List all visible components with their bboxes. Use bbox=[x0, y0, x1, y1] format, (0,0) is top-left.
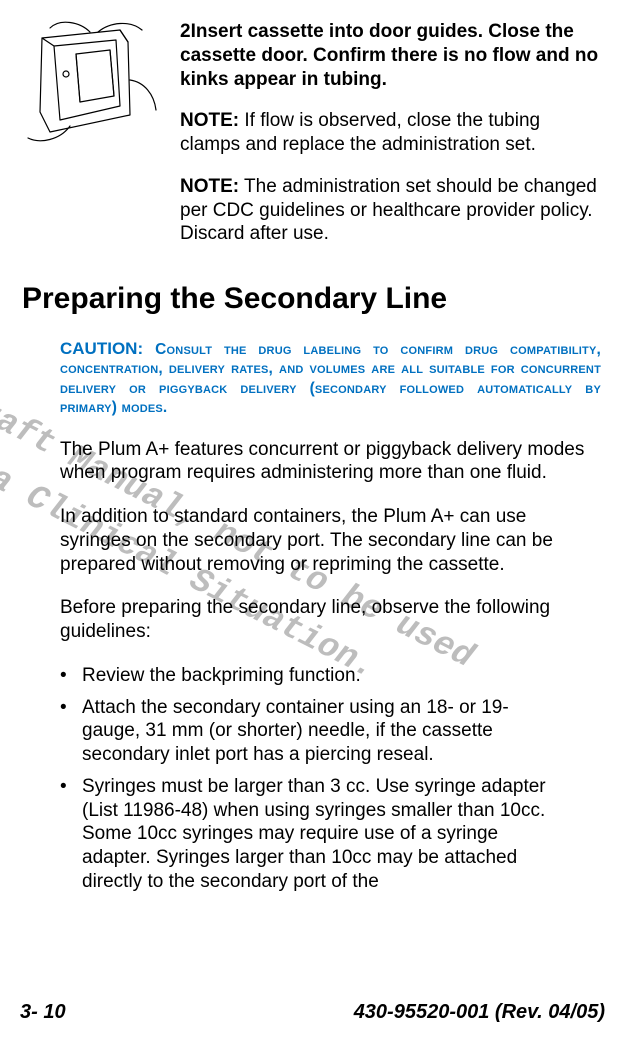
note2-text: The administration set should be changed… bbox=[180, 176, 597, 245]
caution-lead: CAUTION: bbox=[60, 339, 155, 358]
content: 2Insert cassette into door guides. Close… bbox=[20, 20, 605, 894]
step-number: 2 bbox=[180, 21, 191, 42]
page: Draft Manual, not to be used in a Clinic… bbox=[0, 0, 635, 1044]
list-item: Review the backpriming function. bbox=[60, 664, 552, 688]
footer-right: 430-95520-001 (Rev. 04/05) bbox=[354, 1001, 605, 1024]
step-row: 2Insert cassette into door guides. Close… bbox=[20, 20, 605, 264]
page-footer: 3- 10 430-95520-001 (Rev. 04/05) bbox=[20, 1001, 605, 1024]
bullet-list: Review the backpriming function. Attach … bbox=[60, 664, 601, 894]
note1-label: NOTE: bbox=[180, 110, 239, 131]
step-note2: NOTE: The administration set should be c… bbox=[180, 175, 605, 246]
section-heading: Preparing the Secondary Line bbox=[22, 282, 605, 316]
cassette-figure bbox=[20, 20, 160, 150]
note2-label: NOTE: bbox=[180, 176, 239, 197]
para-3: Before preparing the secondary line, obs… bbox=[60, 596, 601, 644]
caution-block: CAUTION: Consult the drug labeling to co… bbox=[60, 338, 601, 418]
step-note1: NOTE: If flow is observed, close the tub… bbox=[180, 109, 605, 157]
step-instruction: 2Insert cassette into door guides. Close… bbox=[180, 20, 605, 91]
list-item: Syringes must be larger than 3 cc. Use s… bbox=[60, 775, 552, 894]
list-item: Attach the secondary container using an … bbox=[60, 696, 552, 767]
para-2: In addition to standard containers, the … bbox=[60, 505, 601, 576]
footer-left: 3- 10 bbox=[20, 1001, 66, 1024]
para-1: The Plum A+ features concurrent or piggy… bbox=[60, 438, 601, 486]
step-instruction-text: Insert cassette into door guides. Close … bbox=[180, 21, 598, 90]
step-text: 2Insert cassette into door guides. Close… bbox=[180, 20, 605, 264]
